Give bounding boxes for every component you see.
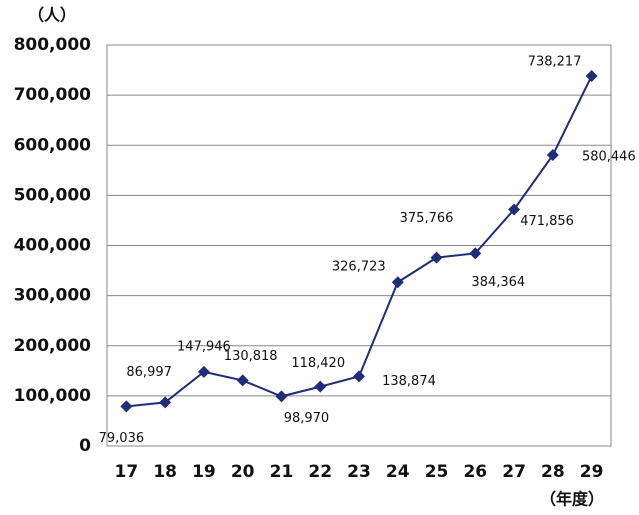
y-tick-label: 700,000 [14,85,92,105]
x-tick-label: 24 [386,462,410,482]
data-label: 147,946 [177,339,231,354]
marker [236,374,249,387]
marker [197,365,210,378]
data-label: 118,420 [291,356,345,371]
marker [585,69,598,82]
marker [391,276,404,289]
x-tick-label: 27 [502,462,526,482]
data-label: 86,997 [126,365,172,380]
marker [314,380,327,393]
data-label: 138,874 [382,374,436,389]
line [126,75,593,408]
x-tick-label: 20 [231,462,255,482]
data-label: 471,856 [520,214,574,229]
y-tick-label: 200,000 [14,336,92,356]
x-tick-label: 23 [347,462,371,482]
y-tick-label: 500,000 [14,185,92,205]
marker [159,396,172,409]
y-tick-label: 400,000 [14,236,92,256]
data-label: 375,766 [400,211,454,226]
x-tick-label: 28 [541,462,565,482]
x-tick-label: 17 [115,462,139,482]
x-tick-label: 22 [308,462,332,482]
y-tick-label: 100,000 [14,386,92,406]
marker [120,400,133,413]
data-label: 98,970 [284,411,330,426]
x-tick-label: 18 [153,462,177,482]
marker [353,370,365,383]
data-label: 738,217 [528,54,582,69]
data-label: 580,446 [582,150,636,165]
marker [430,251,443,264]
marker [469,247,482,260]
data-label: 79,036 [99,431,145,446]
y-tick-label: 800,000 [14,35,92,55]
y-tick-label: 300,000 [14,286,92,306]
y-unit: （人） [28,6,76,25]
x-tick-label: 21 [270,462,294,482]
marker [275,390,288,403]
y-tick-label: 600,000 [14,135,92,155]
data-label: 384,364 [471,275,525,290]
marker [546,149,559,162]
y-tick-label: 0 [79,436,91,456]
data-label: 130,818 [224,349,278,364]
data-label: 326,723 [332,260,386,275]
x-tick-label: 25 [425,462,449,482]
x-tick-label: 26 [463,462,487,482]
x-tick-label: 19 [192,462,216,482]
x-tick-label: 29 [580,462,604,482]
marker [508,203,521,216]
x-unit: （年度） [540,490,604,509]
